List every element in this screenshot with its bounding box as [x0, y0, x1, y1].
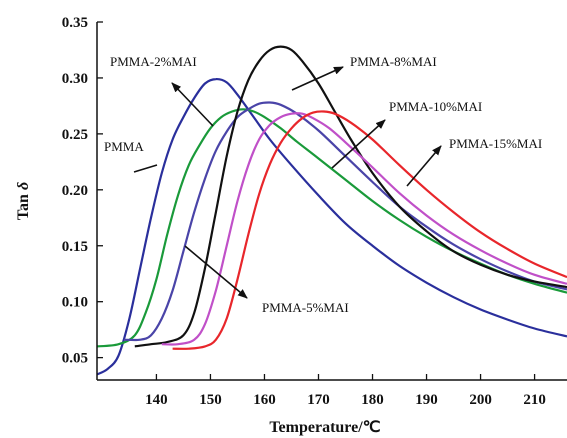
- x-tick-label-160: 160: [253, 392, 276, 408]
- y-tick-label-4: 0.25: [62, 127, 88, 143]
- y-axis-title-symbol: δ: [15, 182, 32, 190]
- series-line-pmma-8-mai: [134, 45, 567, 348]
- ticks-layer: 140 150 160 170 180 190 200 210 0.05 0.10 0.15 0.20…: [62, 15, 546, 408]
- y-tick-label-0: 0.05: [62, 351, 88, 367]
- arrow-pmma-15-mai: [406, 145, 442, 187]
- label-pmma-8-mai: PMMA-8%MAI: [350, 54, 437, 69]
- y-tick-label-3: 0.20: [62, 183, 88, 199]
- arrow-pmma-10-mai: [331, 119, 386, 169]
- y-tick-label-1: 0.10: [62, 295, 88, 311]
- series-line-pmma-15-mai: [172, 110, 567, 350]
- y-tick-label-2: 0.15: [62, 239, 88, 255]
- y-axis-title: Tan δ: [15, 182, 32, 220]
- y-tick-label-6: 0.35: [62, 15, 88, 31]
- arrow-pmma-8-mai: [291, 66, 344, 91]
- x-tick-label-150: 150: [199, 392, 222, 408]
- axes-layer: [96, 22, 567, 381]
- label-pmma-15-mai: PMMA-15%MAI: [449, 136, 542, 151]
- series-layer: [96, 45, 567, 376]
- x-tick-label-170: 170: [307, 392, 330, 408]
- label-pmma-2-mai: PMMA-2%MAI: [110, 54, 197, 69]
- x-tick-label-210: 210: [523, 392, 546, 408]
- label-pmma-5-mai: PMMA-5%MAI: [262, 300, 349, 315]
- y-tick-label-5: 0.30: [62, 71, 88, 87]
- arrow-pmma: [133, 164, 158, 173]
- x-tick-label-140: 140: [145, 392, 168, 408]
- x-tick-label-180: 180: [361, 392, 384, 408]
- annotation-layer: PMMA-2%MAI PMMA-8%MAI PMMA-10%MAI PMMA P…: [104, 54, 542, 315]
- x-tick-label-190: 190: [415, 392, 438, 408]
- series-line-pmma-5-mai: [123, 101, 567, 342]
- arrow-pmma-5-mai: [184, 245, 248, 299]
- label-pmma-10-mai: PMMA-10%MAI: [389, 99, 482, 114]
- x-tick-label-200: 200: [469, 392, 492, 408]
- y-axis-title-main: Tan: [15, 190, 32, 220]
- x-axis-title: Temperature/℃: [269, 419, 380, 436]
- series-line-pmma-10-mai: [161, 112, 567, 346]
- series-line-pmma: [96, 77, 567, 376]
- arrow-pmma-2-mai: [171, 82, 214, 127]
- label-pmma: PMMA: [104, 139, 144, 154]
